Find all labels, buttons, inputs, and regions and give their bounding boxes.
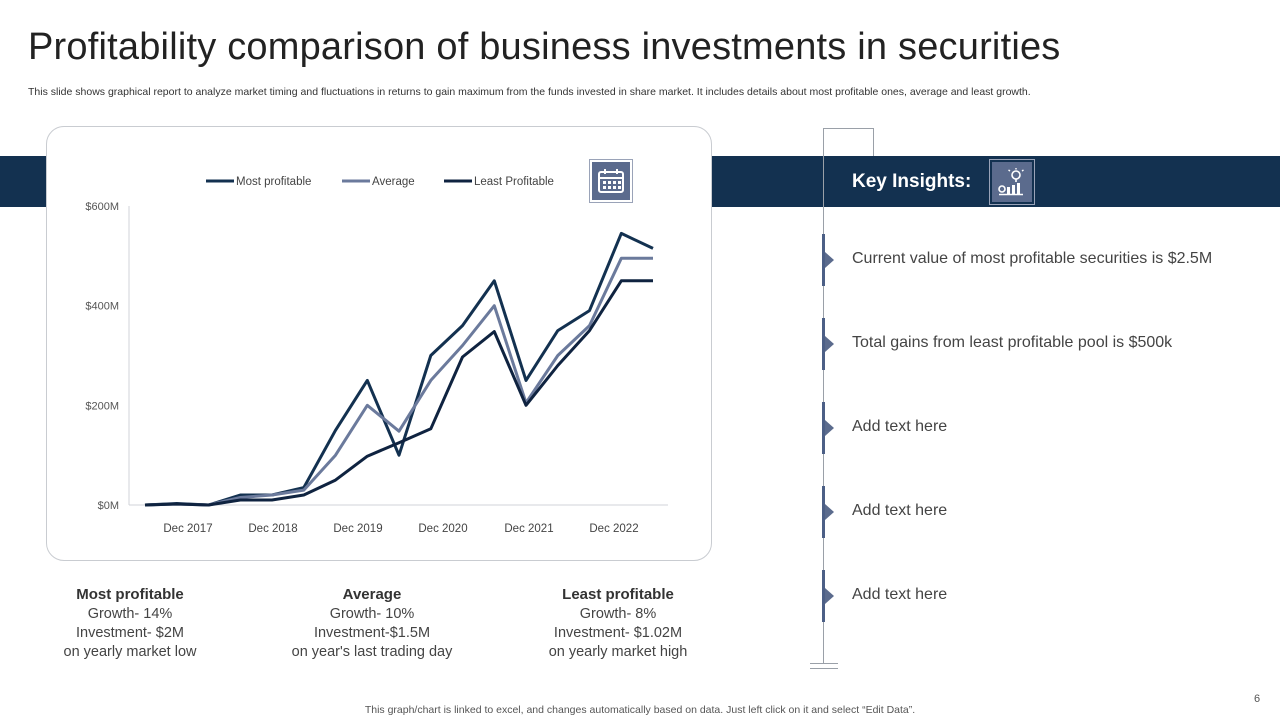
slide-title: Profitability comparison of business inv…: [28, 26, 1061, 68]
insight-item: Current value of most profitable securit…: [820, 234, 1240, 286]
stats-growth: Growth- 8%: [579, 606, 657, 622]
insight-marker: [822, 234, 825, 286]
insight-text: Total gains from least profitable pool i…: [852, 334, 1173, 351]
insight-marker: [822, 402, 825, 454]
timeline-line: [823, 128, 824, 664]
arrow-right-icon: [825, 588, 834, 604]
insight-item: Add text here: [820, 402, 1240, 454]
stats-average: Average Growth- 10% Investment-$1.5M on …: [257, 585, 487, 662]
calendar-icon-box: [589, 159, 633, 203]
stats-growth: Growth- 10%: [329, 606, 415, 622]
stats-investment: Investment-$1.5M: [313, 625, 431, 641]
growth-chart-idea-icon: [998, 168, 1024, 196]
insight-marker: [822, 486, 825, 538]
insight-item: Add text here: [820, 486, 1240, 538]
arrow-right-icon: [825, 420, 834, 436]
insight-marker: [822, 318, 825, 370]
stats-most-profitable: Most profitable Growth- 14% Investment- …: [15, 585, 245, 662]
timeline-foot: [810, 663, 838, 669]
stats-heading: Most profitable: [76, 586, 184, 603]
insight-text: Current value of most profitable securit…: [852, 250, 1213, 267]
stats-note: on year's last trading day: [291, 644, 453, 660]
insight-text: Add text here: [852, 502, 948, 519]
stats-note: on yearly market low: [63, 644, 197, 660]
stats-heading: Average: [342, 586, 402, 603]
insight-item: Add text here: [820, 570, 1240, 622]
arrow-right-icon: [825, 504, 834, 520]
stats-investment: Investment- $1.02M: [553, 625, 683, 641]
stats-investment: Investment- $2M: [76, 625, 184, 641]
page-number: 6: [1254, 693, 1261, 705]
arrow-right-icon: [825, 252, 834, 268]
stats-heading: Least profitable: [562, 586, 674, 603]
footer-note: This graph/chart is linked to excel, and…: [364, 704, 916, 716]
insight-item: Total gains from least profitable pool i…: [820, 318, 1240, 370]
insight-text: Add text here: [852, 418, 948, 435]
stats-growth: Growth- 14%: [87, 606, 173, 622]
stats-note: on yearly market high: [548, 644, 688, 660]
calendar-icon: [598, 169, 624, 193]
stats-least-profitable: Least profitable Growth- 8% Investment- …: [503, 585, 733, 662]
insights-title: Key Insights:: [852, 171, 972, 192]
insight-marker: [822, 570, 825, 622]
arrow-right-icon: [825, 336, 834, 352]
timeline-cap: [823, 128, 874, 156]
slide-subtitle: This slide shows graphical report to ana…: [28, 86, 1031, 98]
insights-icon-box: [989, 159, 1035, 205]
insight-text: Add text here: [852, 586, 948, 603]
